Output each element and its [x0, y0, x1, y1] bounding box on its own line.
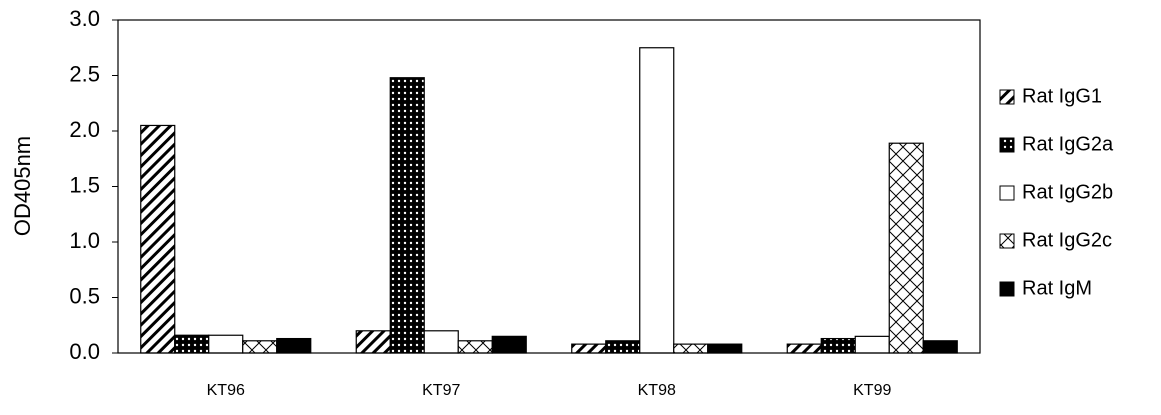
- y-tick-label: 0.0: [69, 339, 100, 364]
- bar: [389, 77, 425, 354]
- bar: [208, 334, 244, 354]
- x-tick-label: KT97: [422, 382, 460, 399]
- bar: [242, 340, 278, 354]
- y-tick-label: 1.0: [69, 228, 100, 253]
- bar: [355, 330, 391, 354]
- x-tick-label: KT96: [207, 382, 245, 399]
- bar: [673, 343, 709, 354]
- bar: [605, 340, 641, 354]
- plot-frame: [117, 19, 981, 354]
- legend-label: Rat IgG2b: [1022, 181, 1113, 203]
- y-tick-label: 2.0: [69, 117, 100, 142]
- y-tick-label: 3.0: [69, 6, 100, 31]
- bar: [707, 343, 743, 354]
- bar: [140, 124, 176, 354]
- legend-swatch: [999, 233, 1015, 249]
- bar: [820, 337, 856, 354]
- legend-label: Rat IgG1: [1022, 85, 1102, 107]
- legend-swatch: [999, 185, 1015, 201]
- legend-label: Rat IgG2c: [1022, 229, 1112, 251]
- legend-swatch: [999, 89, 1015, 105]
- bar: [854, 335, 890, 354]
- y-tick-label: 0.5: [69, 283, 100, 308]
- bar: [571, 343, 607, 354]
- legend-swatch: [999, 137, 1015, 153]
- bar: [276, 337, 312, 354]
- y-tick-label: 1.5: [69, 172, 100, 197]
- bar: [457, 340, 493, 354]
- y-axis-label: OD405nm: [10, 136, 35, 236]
- bar: [639, 47, 675, 354]
- bar: [423, 330, 459, 354]
- bar: [922, 340, 958, 354]
- bar: [888, 142, 924, 354]
- bar: [786, 343, 822, 354]
- x-tick-label: KT98: [638, 382, 676, 399]
- x-tick-label: KT99: [853, 382, 891, 399]
- bar: [491, 335, 527, 354]
- legend-label: Rat IgG2a: [1022, 133, 1114, 155]
- legend-swatch: [999, 281, 1015, 297]
- legend-label: Rat IgM: [1022, 277, 1092, 299]
- bar: [174, 334, 210, 354]
- y-tick-label: 2.5: [69, 61, 100, 86]
